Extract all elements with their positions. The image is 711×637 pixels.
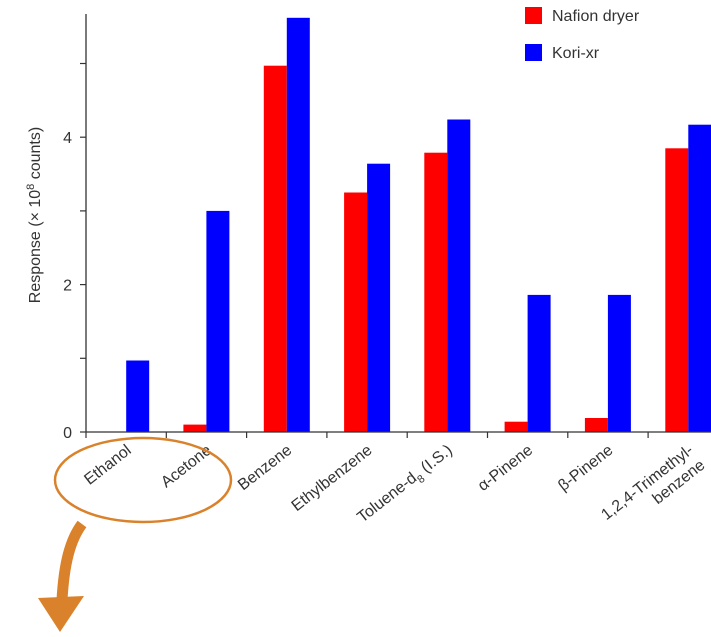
y-tick-label: 2 — [63, 278, 72, 295]
bar-korixr-0 — [126, 360, 150, 432]
bars-group — [126, 17, 711, 433]
legend: Nafion dryer Kori-xr — [525, 7, 640, 62]
legend-swatch-0 — [525, 7, 542, 24]
category-label-2: Benzene — [235, 442, 295, 494]
bar-nafion-6 — [584, 418, 608, 432]
category-label-0: Ethanol — [81, 442, 134, 489]
bar-korixr-2 — [286, 17, 310, 433]
bar-nafion-7 — [665, 148, 689, 433]
axes-group — [85, 14, 711, 438]
category-label-6: β-Pinene — [555, 442, 616, 495]
category-label-3: Ethylbenzene — [289, 442, 376, 515]
bar-nafion-2 — [263, 65, 287, 432]
bar-korixr-7 — [688, 124, 711, 432]
bar-nafion-3 — [344, 192, 368, 432]
annotation-group — [38, 436, 233, 632]
bar-korixr-5 — [527, 294, 551, 432]
y-ticks-group: 0 2 4 — [63, 62, 86, 442]
highlight-ellipse — [53, 436, 233, 524]
bar-nafion-4 — [424, 152, 448, 432]
bar-korixr-4 — [447, 119, 471, 432]
bar-korixr-6 — [607, 294, 631, 432]
bar-korixr-1 — [206, 210, 230, 432]
category-label-1: Acetone — [158, 442, 215, 492]
bar-nafion-5 — [504, 421, 528, 432]
category-label-5: α-Pinene — [475, 442, 536, 495]
arrow-head — [38, 596, 84, 632]
y-tick-label: 0 — [63, 425, 72, 442]
bar-korixr-3 — [367, 163, 391, 432]
y-tick-label: 4 — [63, 130, 72, 147]
bar-nafion-1 — [183, 424, 207, 432]
category-labels-group: Ethanol Acetone BenzeneEthylbenzeneToluene… — [81, 442, 708, 527]
arrow-shaft — [56, 520, 87, 601]
legend-label-1: Kori-xr — [552, 45, 600, 62]
legend-label-0: Nafion dryer — [552, 8, 640, 25]
legend-swatch-1 — [525, 44, 542, 61]
y-axis-title: Response (× 108 counts) — [25, 127, 44, 303]
